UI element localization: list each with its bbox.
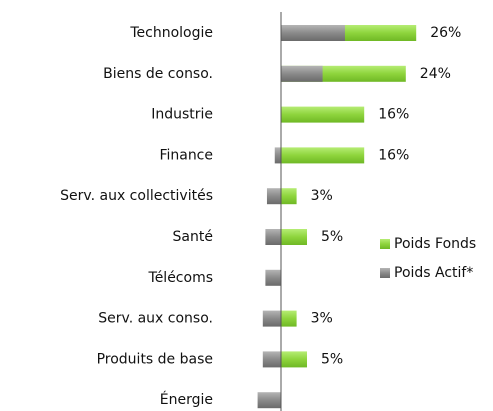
- bar: [265, 229, 281, 245]
- bar: [281, 106, 365, 123]
- category-label: Serv. aux collectivités: [60, 188, 213, 204]
- value-label: 5%: [321, 351, 343, 367]
- legend-swatch: [380, 239, 390, 249]
- bar: [281, 351, 307, 368]
- value-label: 26%: [430, 25, 461, 41]
- value-label: 3%: [311, 188, 333, 204]
- value-label: 3%: [311, 311, 333, 327]
- category-label: Industrie: [151, 107, 213, 123]
- bar: [266, 188, 281, 205]
- category-label: Biens de conso.: [103, 66, 213, 82]
- value-label: 24%: [420, 66, 451, 82]
- legend-label: Poids Fonds: [394, 236, 476, 252]
- category-label: Énergie: [160, 391, 213, 408]
- bar: [274, 147, 281, 164]
- category-label: Télécoms: [148, 270, 213, 286]
- bar: [262, 310, 281, 327]
- value-label: 16%: [378, 147, 409, 163]
- category-label: Santé: [173, 229, 213, 245]
- category-label: Produits de base: [97, 351, 213, 367]
- value-label: 16%: [378, 107, 409, 123]
- category-label: Finance: [159, 147, 213, 163]
- bar: [281, 229, 307, 245]
- bar: [281, 25, 345, 41]
- bar: [262, 351, 281, 368]
- bar: [281, 147, 365, 164]
- bar: [281, 310, 297, 327]
- category-label: Technologie: [129, 25, 213, 41]
- category-label: Serv. aux conso.: [98, 311, 213, 327]
- bar: [281, 65, 323, 82]
- bar: [281, 188, 297, 205]
- legend-label: Poids Actif*: [394, 265, 473, 281]
- bar: [257, 392, 281, 409]
- bar: [265, 269, 281, 286]
- legend-swatch: [380, 268, 390, 278]
- value-label: 5%: [321, 229, 343, 245]
